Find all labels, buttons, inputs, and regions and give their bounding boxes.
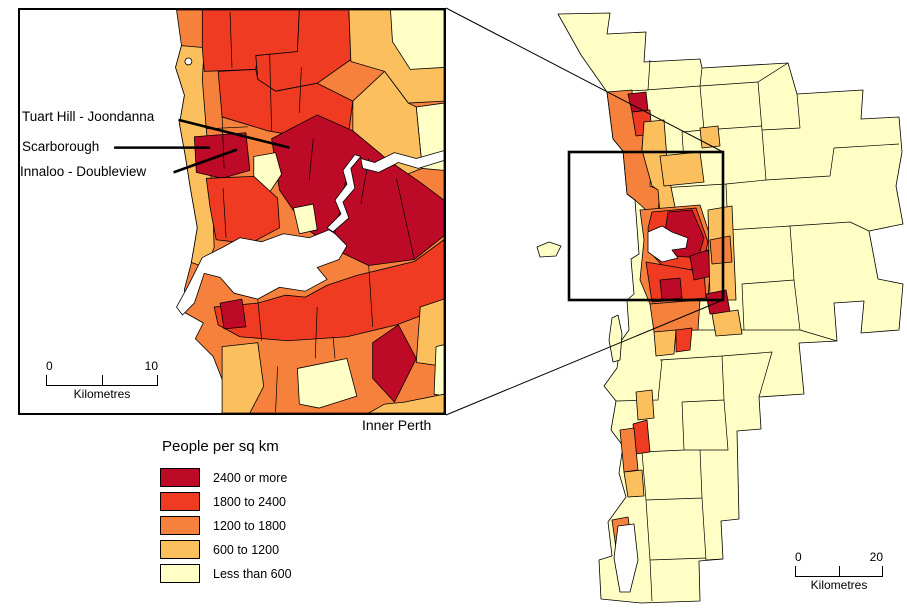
legend-title: People per sq km (162, 438, 279, 455)
legend-row: 600 to 1200 (160, 540, 292, 559)
legend-label: 1800 to 2400 (213, 494, 286, 509)
legend-label: Less than 600 (213, 566, 292, 581)
scale-unit: Kilometres (73, 387, 131, 401)
extent-rectangle (567, 150, 725, 302)
swan-river-bend (326, 154, 362, 233)
legend-label: 1200 to 1800 (213, 518, 286, 533)
legend-row: 1200 to 1800 (160, 516, 292, 535)
legend-swatch-1800-2400 (160, 492, 200, 511)
inset-map (114, 10, 444, 413)
scale-end: 10 (144, 359, 158, 373)
label-innaloo-doubleview: Innaloo - Doubleview (20, 164, 147, 179)
legend-label: 600 to 1200 (213, 542, 280, 557)
rottnest-island (536, 241, 562, 258)
legend: People per sq km 2400 or more 1800 to 24… (160, 438, 292, 588)
swan-river-upper (360, 150, 444, 173)
peel-inlet (613, 523, 639, 593)
inset-map-frame (18, 8, 446, 415)
district-boundaries (606, 59, 900, 602)
inset-caption: Inner Perth (362, 417, 432, 433)
swan-estuary (647, 225, 689, 263)
inset-scale-bar: 0 10 Kilometres (46, 360, 158, 401)
legend-swatch-1200-1800 (160, 516, 200, 535)
legend-label: 2400 or more (213, 470, 288, 485)
connector-line-top (445, 7, 724, 153)
scale-bracket (46, 375, 158, 386)
coastal-lagoon (184, 57, 193, 66)
swan-river-estuary (176, 229, 348, 316)
label-tuart-hill-joondanna: Tuart Hill - Joondanna (22, 109, 155, 124)
scale-bracket (795, 566, 883, 577)
scale-start: 0 (46, 359, 53, 373)
legend-row: 1800 to 2400 (160, 492, 292, 511)
legend-swatch-2400-or-more (160, 468, 200, 487)
main-scale-bar: 0 20 Kilometres (795, 551, 883, 592)
legend-swatch-600-1200 (160, 540, 200, 559)
garden-island (608, 314, 623, 363)
scale-unit: Kilometres (810, 578, 868, 592)
connector-line-bottom (445, 299, 724, 416)
legend-row: 2400 or more (160, 468, 292, 487)
label-scarborough: Scarborough (22, 139, 100, 154)
legend-row: Less than 600 (160, 564, 292, 583)
legend-swatch-less-600 (160, 564, 200, 583)
leader-lines (114, 118, 290, 174)
scale-start: 0 (795, 550, 802, 564)
scale-end: 20 (869, 550, 883, 564)
